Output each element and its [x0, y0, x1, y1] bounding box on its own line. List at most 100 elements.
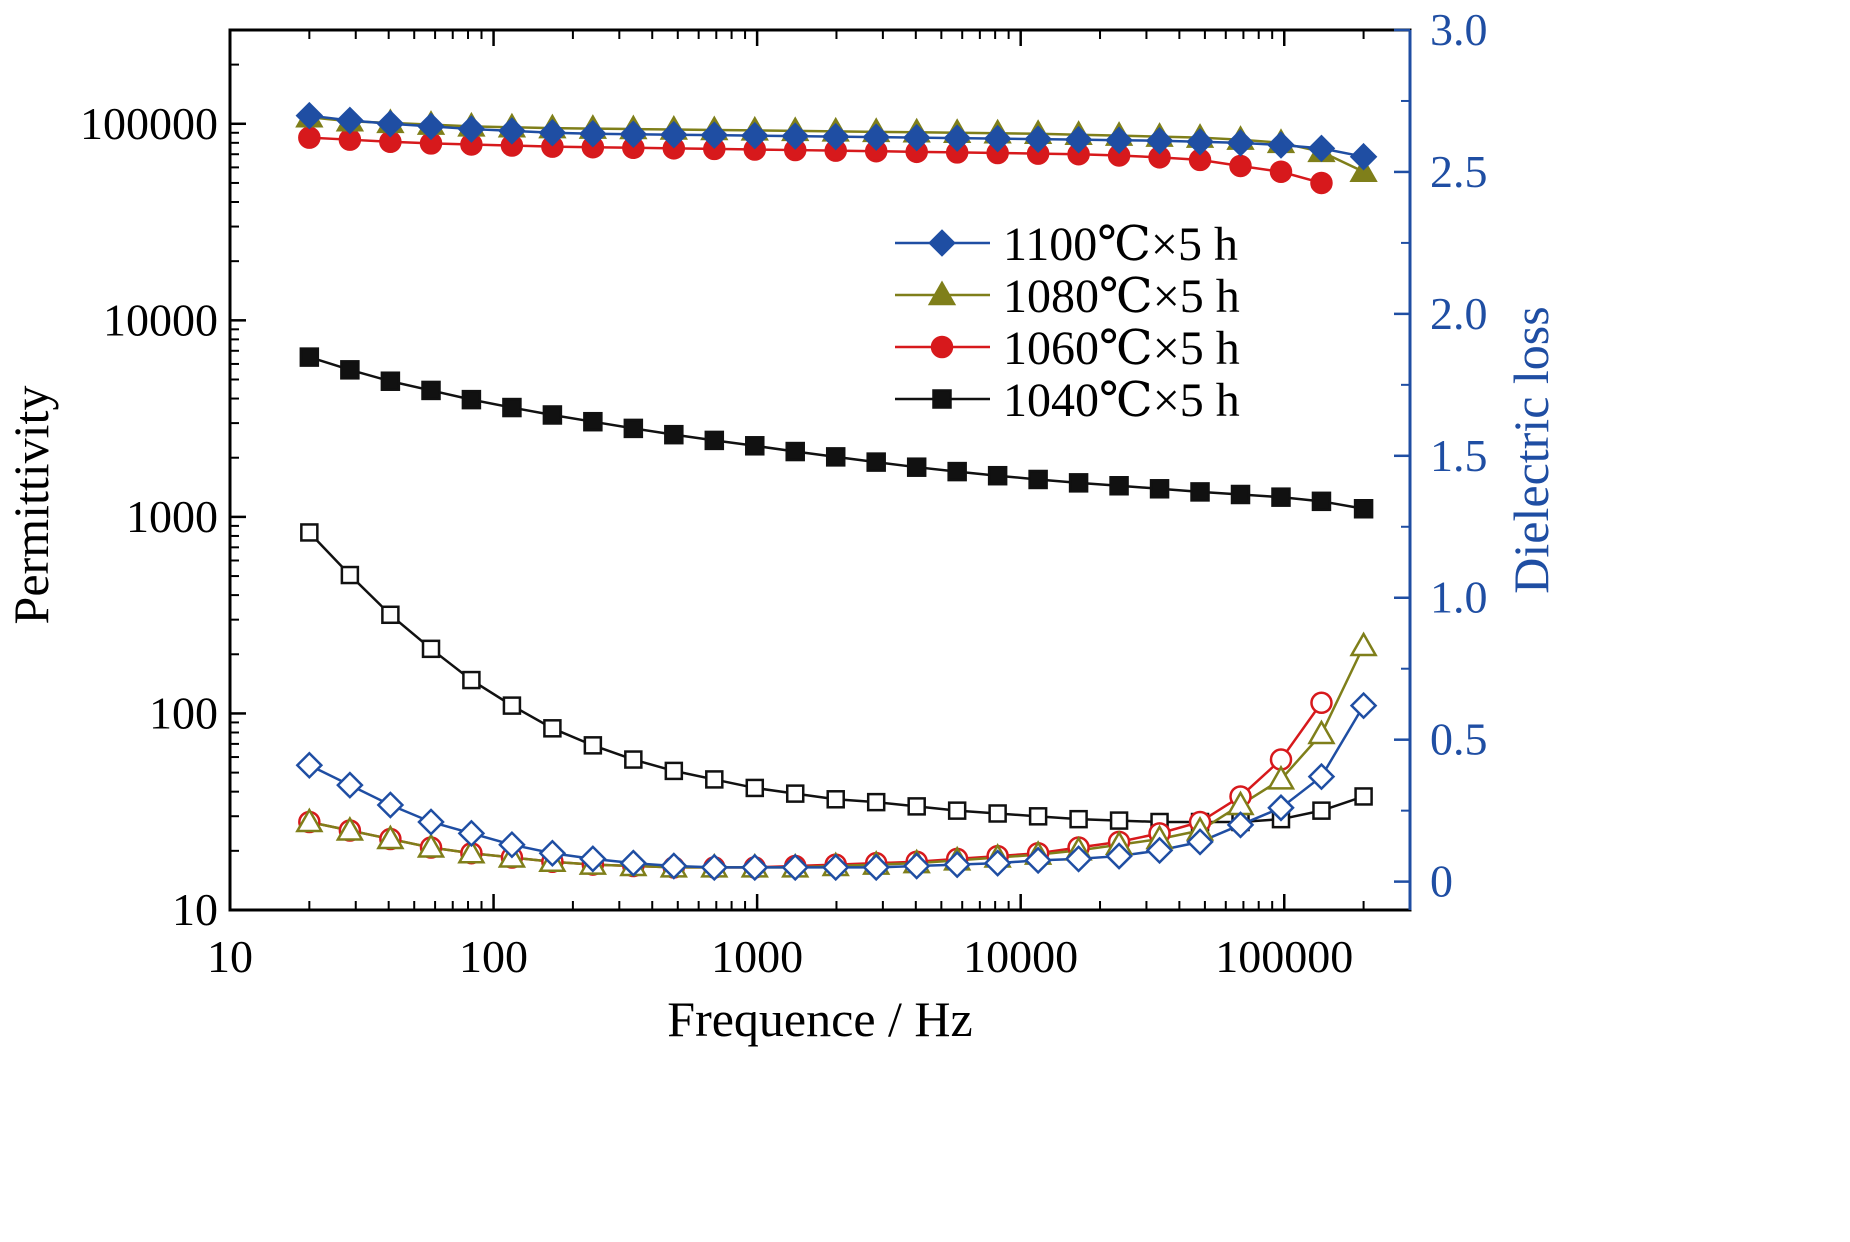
y2-axis-label: Dielectric loss — [1503, 306, 1559, 593]
loss-point-diamond — [821, 853, 850, 882]
loss-point-square — [826, 790, 845, 809]
y2-tick-label: 2.0 — [1430, 288, 1488, 339]
y-tick-label: 100000 — [80, 98, 218, 149]
permittivity-point-square — [1230, 484, 1251, 505]
permittivity-point-diamond — [1105, 126, 1133, 154]
loss-point-square — [745, 778, 765, 798]
loss-point-diamond — [700, 853, 729, 882]
permittivity-point-diamond — [983, 124, 1012, 153]
permittivity-point-diamond — [741, 121, 769, 150]
y2-tick-label: 1.5 — [1430, 430, 1488, 481]
permittivity-point-diamond — [1064, 125, 1093, 154]
x-tick-label: 1000 — [711, 931, 803, 982]
permittivity-point-square — [1353, 499, 1374, 519]
permittivity-point-square — [1271, 487, 1291, 507]
permittivity-point-square — [461, 389, 482, 410]
loss-point-triangle — [335, 815, 365, 841]
loss-point-square — [340, 565, 360, 585]
permittivity-point-square — [542, 405, 563, 425]
y2-tick-label: 1.0 — [1430, 572, 1488, 623]
x-tick-label: 100 — [459, 931, 528, 982]
permittivity-point-circle — [1269, 160, 1293, 184]
loss-point-diamond — [660, 852, 688, 880]
permittivity-point-diamond — [579, 119, 607, 148]
loss-point-circle — [1310, 691, 1333, 715]
permittivity-point-square — [1068, 473, 1089, 493]
permittivity-point-diamond — [862, 123, 890, 151]
loss-point-diamond — [336, 771, 364, 799]
permittivity-point-square — [502, 397, 522, 418]
permittivity-point-circle — [1229, 154, 1252, 178]
loss-point-diamond — [619, 849, 648, 877]
permittivity-point-square — [583, 411, 603, 432]
loss-point-diamond — [498, 830, 526, 859]
loss-point-triangle — [1307, 719, 1336, 745]
permittivity-point-square — [1109, 476, 1129, 496]
permittivity-point-square — [785, 441, 805, 462]
loss-point-square — [785, 784, 805, 803]
loss-point-square — [705, 770, 724, 789]
loss-point-diamond — [943, 850, 971, 879]
permittivity-point-diamond — [660, 120, 688, 149]
loss-point-triangle — [1266, 764, 1296, 790]
permittivity-point-square — [987, 465, 1008, 486]
permittivity-point-square — [906, 457, 927, 477]
loss-point-diamond — [983, 849, 1012, 877]
permittivity-point-square — [340, 360, 360, 380]
y2-tick-label: 0 — [1430, 856, 1453, 907]
permittivity-point-diamond — [295, 101, 324, 130]
y-tick-label: 10 — [172, 884, 218, 935]
permittivity-point-square — [299, 347, 320, 367]
loss-point-square — [1312, 801, 1331, 820]
loss-point-diamond — [579, 845, 607, 873]
loss-point-triangle — [376, 824, 405, 850]
permittivity-point-diamond — [619, 120, 648, 148]
y2-tick-label: 2.5 — [1430, 146, 1488, 197]
permittivity-point-diamond — [821, 122, 850, 151]
loss-point-diamond — [538, 839, 567, 867]
permittivity-point-square — [664, 424, 684, 445]
x-axis-label: Frequence / Hz — [667, 991, 972, 1047]
permittivity-point-diamond — [538, 119, 567, 147]
permittivity-point-diamond — [498, 117, 526, 145]
permittivity-point-circle — [1310, 171, 1333, 195]
permittivity-point-square — [866, 452, 886, 472]
loss-point-diamond — [295, 751, 324, 779]
permittivity-point-diamond — [1024, 125, 1052, 153]
x-tick-label: 10000 — [963, 931, 1078, 982]
loss-point-triangle — [457, 838, 486, 864]
loss-point-square — [1354, 787, 1373, 806]
legend-label: 1040℃×5 h — [1003, 374, 1240, 427]
loss-point-triangle — [416, 833, 446, 858]
loss-point-diamond — [1186, 828, 1214, 856]
axes: 10 100 1000 10000 100000 10 100 1000 10000 100000… — [80, 4, 1488, 982]
loss-point-diamond — [1064, 845, 1093, 873]
loss-point-diamond — [1024, 846, 1052, 875]
permittivity-point-square — [947, 461, 967, 482]
permittivity-point-diamond — [1349, 142, 1378, 171]
permittivity-point-square — [1149, 479, 1170, 499]
loss-point-square — [988, 804, 1007, 823]
permittivity-point-circle — [298, 126, 321, 149]
loss-point-triangle — [295, 807, 324, 833]
loss-point-diamond — [376, 791, 405, 819]
permittivity-point-square — [380, 371, 401, 391]
loss-point-diamond — [1267, 794, 1295, 822]
loss-point-square — [462, 670, 481, 690]
legend-label: 1100℃×5 h — [1003, 218, 1238, 271]
legend-label: 1060℃×5 h — [1003, 322, 1240, 375]
permittivity-point-diamond — [700, 121, 729, 149]
permittivity-point-square — [825, 447, 846, 467]
loss-point-diamond — [1226, 811, 1255, 839]
x-tick-label: 10 — [207, 931, 253, 982]
loss-point-diamond — [862, 853, 890, 882]
permittivity-point-diamond — [1307, 134, 1336, 163]
loss-point-square — [624, 750, 643, 769]
permittivity-point-square — [623, 418, 644, 439]
loss-point-square — [300, 523, 319, 542]
permittivity-point-square — [1190, 482, 1210, 502]
y-tick-label: 1000 — [126, 491, 218, 542]
y-tick-label: 100 — [149, 687, 218, 738]
loss-point-square — [543, 719, 562, 738]
